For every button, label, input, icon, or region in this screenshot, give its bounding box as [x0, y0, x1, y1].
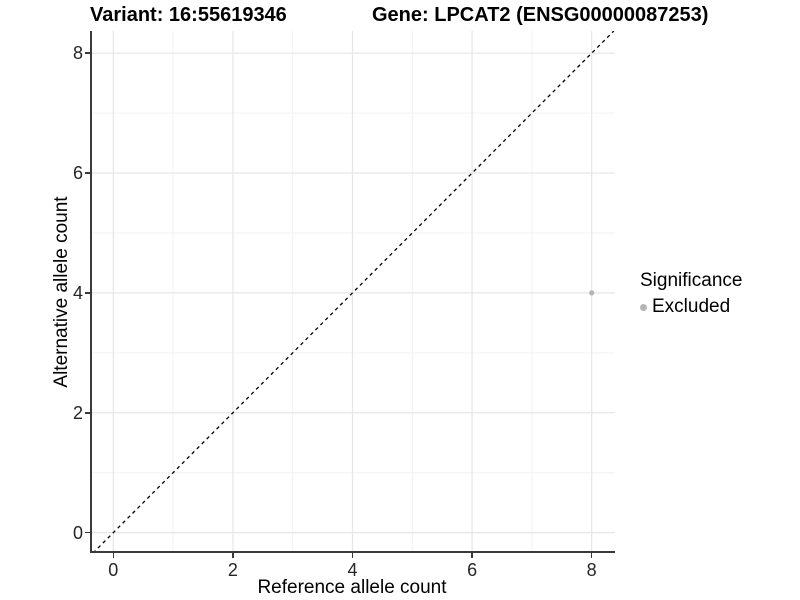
y-tick-label: 0 [72, 522, 83, 543]
y-tick-mark [85, 412, 90, 414]
y-tick-mark [85, 172, 90, 174]
x-tick-label: 0 [108, 560, 119, 580]
y-tick-mark [85, 52, 90, 54]
legend: Significance Excluded [634, 270, 742, 318]
legend-item-excluded: Excluded [634, 296, 742, 318]
legend-point-icon [640, 303, 647, 311]
legend-title: Significance [640, 270, 743, 291]
x-tick-label: 6 [467, 560, 478, 580]
y-tick-label: 8 [72, 43, 83, 64]
gene-title: Gene: LPCAT2 (ENSG00000087253) [372, 4, 709, 26]
data-point [589, 290, 595, 296]
x-tick-mark [232, 553, 234, 558]
plot-canvas [90, 31, 615, 553]
legend-item-label: Excluded [652, 296, 731, 317]
x-tick-label: 2 [227, 560, 238, 580]
variant-title: Variant: 16:55619346 [90, 4, 287, 26]
x-tick-label: 4 [347, 560, 358, 580]
x-tick-mark [471, 553, 473, 558]
x-axis-title: Reference allele count [257, 577, 447, 598]
plot-panel [90, 31, 615, 553]
y-tick-mark [85, 292, 90, 294]
y-tick-label: 6 [72, 163, 83, 184]
y-tick-label: 2 [72, 402, 83, 423]
y-tick-mark [85, 531, 90, 534]
x-tick-mark [351, 553, 354, 558]
x-tick-label: 8 [586, 560, 597, 580]
y-tick-label: 4 [72, 282, 83, 303]
identity-line [92, 31, 615, 553]
x-tick-mark [112, 553, 115, 558]
x-tick-mark [590, 553, 593, 558]
